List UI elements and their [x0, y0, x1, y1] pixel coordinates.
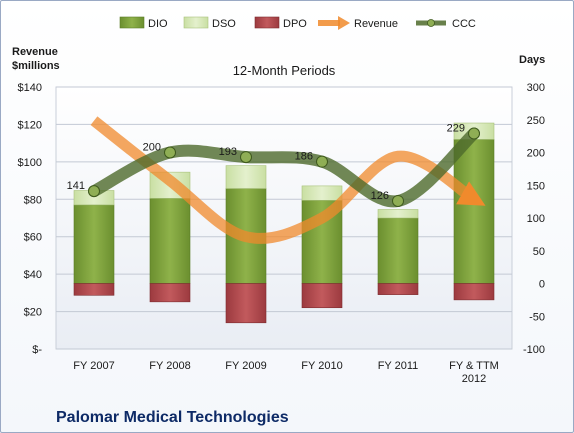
right-tick-label: 200 [527, 148, 545, 160]
legend-swatch-dso [183, 16, 209, 29]
left-tick-label: $80 [24, 194, 42, 206]
ccc-point [164, 146, 176, 159]
revenue-line [90, 116, 486, 244]
right-tick-label: -50 [529, 311, 545, 323]
legend-ccc-marker [427, 19, 435, 27]
right-tick-label: 0 [539, 279, 545, 291]
bar-dso [225, 165, 267, 189]
legend-swatch-dio [119, 16, 145, 29]
chart-title: 12-Month Periods [233, 63, 336, 78]
ccc-value-label: 126 [371, 190, 389, 202]
ccc-value-label: 193 [219, 146, 237, 158]
bar-dpo [377, 283, 419, 295]
bar-dio [149, 198, 191, 284]
legend-swatch-dpo [254, 16, 280, 29]
ccc-point [88, 185, 100, 198]
left-tick-label: $120 [18, 119, 42, 131]
bar-dpo [73, 283, 115, 296]
left-tick-label: $140 [18, 82, 42, 94]
ccc-value-label: 141 [67, 180, 85, 192]
ccc-point [316, 155, 328, 168]
legend-label: DSO [212, 18, 236, 30]
bar-dio [453, 139, 495, 284]
bar-dio [377, 217, 419, 284]
right-tick-label: 150 [527, 180, 545, 192]
left-tick-label: $20 [24, 307, 42, 319]
category-label: FY 2008 [149, 360, 190, 372]
right-tick-label: 100 [527, 213, 545, 225]
ccc-value-label: 200 [143, 142, 161, 154]
right-tick-label: -100 [523, 344, 545, 356]
category-label: FY 2010 [301, 360, 342, 372]
plot-area [55, 86, 513, 350]
left-tick-label: $100 [18, 157, 42, 169]
bar-dpo [149, 283, 191, 303]
category-label: FY 2007 [73, 360, 114, 372]
category-label: FY 2011 [378, 360, 419, 372]
bar-dso [301, 185, 343, 201]
legend-arrowhead [338, 16, 350, 30]
category-label: FY 2009 [225, 360, 266, 372]
ccc-point [240, 151, 252, 164]
bar-dpo [225, 283, 267, 324]
legend-label: CCC [452, 18, 476, 30]
category-label: FY & TTM 2012 [449, 360, 499, 385]
left-tick-label: $60 [24, 232, 42, 244]
left-tick-label: $- [32, 344, 42, 356]
ccc-value-label: 186 [295, 151, 313, 163]
bar-dso [377, 209, 419, 219]
right-tick-label: 300 [527, 82, 545, 94]
legend-label: DPO [283, 18, 307, 30]
left-axis-title: Revenue $millions [12, 46, 60, 72]
bar-dio [73, 204, 115, 284]
left-tick-label: $40 [24, 269, 42, 281]
right-tick-label: 250 [527, 115, 545, 127]
right-axis-title: Days [519, 54, 545, 66]
legend-label: Revenue [354, 18, 398, 30]
right-tick-label: 50 [533, 246, 545, 258]
legend-label: DIO [148, 18, 168, 30]
bar-dpo [453, 283, 495, 301]
company-name: Palomar Medical Technologies [56, 409, 289, 426]
bar-dpo [301, 283, 343, 309]
ccc-line [88, 127, 480, 208]
ccc-point [468, 127, 480, 140]
ccc-point [392, 194, 404, 207]
ccc-value-label: 229 [447, 123, 465, 135]
